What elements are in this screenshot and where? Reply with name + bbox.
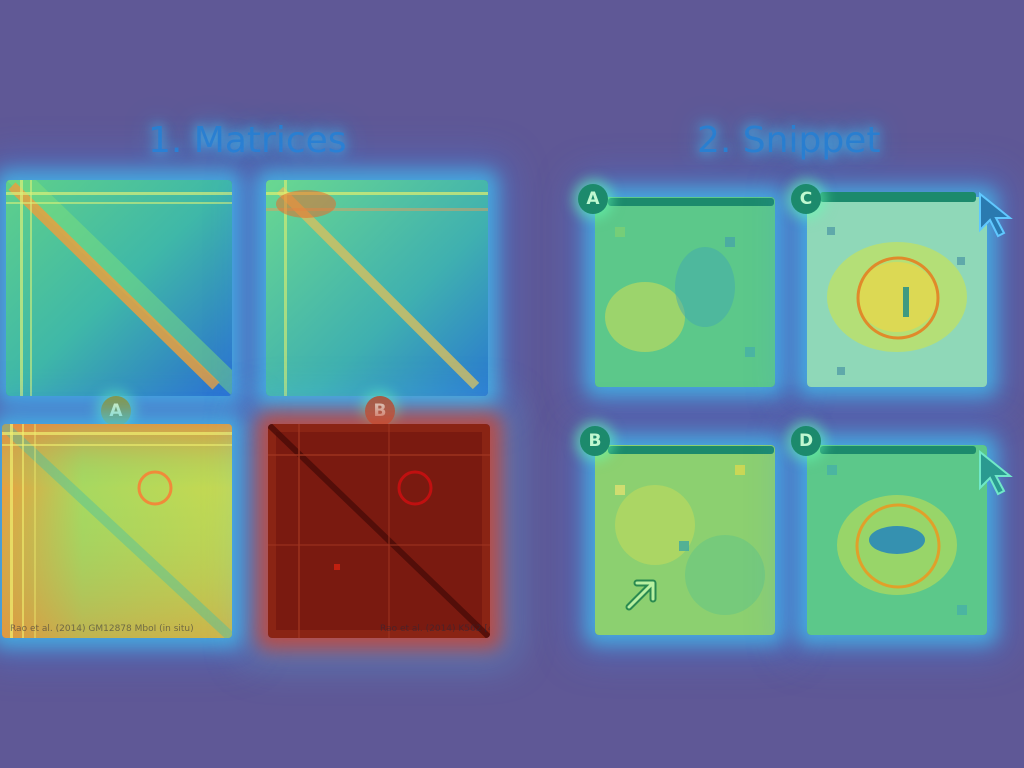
matrix-top-left-heatmap: [6, 180, 232, 396]
cursor-arrow-icon: [979, 191, 1013, 238]
matrix-b-heatmap: [268, 424, 490, 638]
snippet-a[interactable]: [595, 197, 775, 387]
matrix-b[interactable]: Rao et al. (2014) K562 [4]: [268, 424, 490, 638]
snippet-c-bar: [820, 192, 976, 202]
matrix-top-right[interactable]: [266, 180, 488, 396]
snippet-d[interactable]: [807, 445, 987, 635]
snippet-label-c: C: [791, 184, 821, 214]
matrix-label-a: A: [101, 396, 131, 426]
snippet-b-bar: [608, 446, 774, 454]
highlight-circle-icon: [855, 503, 941, 589]
matrix-a-caption: Rao et al. (2014) GM12878 MboI (in situ): [10, 624, 194, 634]
matrix-top-left[interactable]: [6, 180, 232, 396]
matrix-top-right-heatmap: [266, 180, 488, 396]
highlight-circle-icon: [397, 470, 433, 506]
snippet-label-a: A: [578, 184, 608, 214]
cursor-arrow-icon: [979, 449, 1013, 496]
snippet-a-heatmap: [595, 197, 775, 387]
diagonal-arrow-icon: [625, 579, 657, 611]
highlight-circle-icon: [137, 470, 173, 506]
snippet-section-title: 2. Snippet: [697, 120, 881, 161]
snippet-label-d: D: [791, 426, 821, 456]
matrix-a-heatmap: [2, 424, 232, 638]
snippet-label-b: B: [580, 426, 610, 456]
matrix-label-b: B: [365, 396, 395, 426]
snippet-d-bar: [820, 446, 976, 454]
snippet-b-heatmap: [595, 445, 775, 635]
matrix-b-caption: Rao et al. (2014) K562 [4]: [380, 624, 490, 634]
highlight-circle-icon: [856, 256, 940, 340]
matrices-section-title: 1. Matrices: [148, 120, 347, 161]
matrix-a[interactable]: Rao et al. (2014) GM12878 MboI (in situ): [2, 424, 232, 638]
snippet-c[interactable]: [807, 197, 987, 387]
snippet-c-heatmap: [807, 197, 987, 387]
snippet-b[interactable]: [595, 445, 775, 635]
snippet-a-bar: [608, 198, 774, 206]
